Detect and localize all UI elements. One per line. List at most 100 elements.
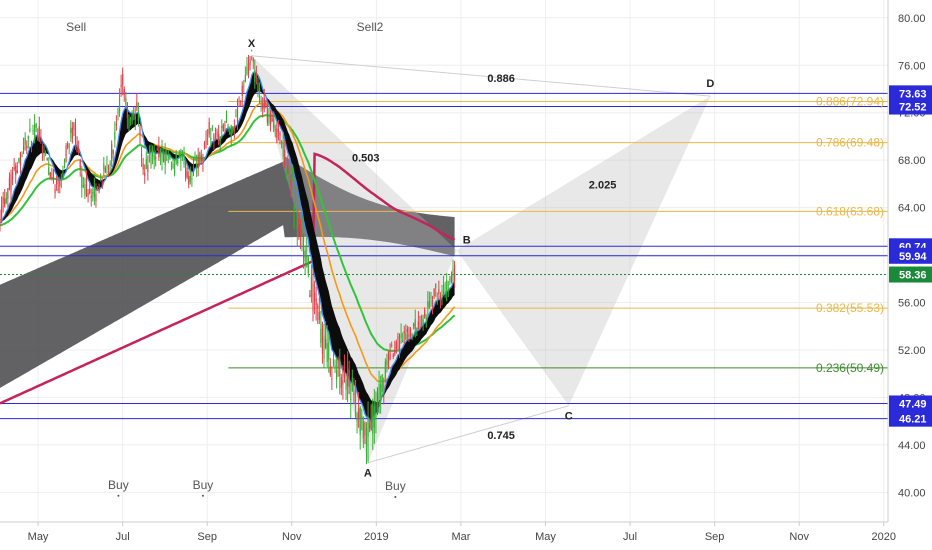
candle-body: [358, 408, 360, 419]
candle-body: [449, 279, 451, 281]
candle-body: [92, 191, 94, 194]
candle-body: [329, 366, 331, 375]
candle-body: [191, 178, 193, 180]
candle-body: [51, 173, 53, 175]
y-tick-label: 56.00: [898, 298, 926, 310]
candle-body: [383, 385, 385, 387]
candle-body: [431, 300, 434, 306]
candle-body: [441, 290, 443, 297]
signal-label: Buy: [193, 478, 214, 492]
candle-body: [2, 197, 4, 204]
candle-body: [95, 193, 97, 202]
candle-body: [18, 158, 20, 163]
candle-body: [11, 172, 14, 179]
candle-body: [274, 129, 276, 131]
candle-body: [173, 164, 176, 175]
candle-body: [162, 152, 165, 162]
price-badge: [889, 247, 932, 264]
candle-body: [117, 111, 119, 113]
candle-body: [10, 174, 12, 191]
candle-body: [67, 143, 69, 148]
candle-body: [222, 124, 224, 131]
candle-body: [301, 232, 303, 238]
candle-body: [178, 152, 180, 156]
candle-body: [144, 172, 146, 176]
candle-body: [266, 108, 268, 123]
candle-body: [0, 218, 1, 224]
candle-body: [288, 168, 291, 187]
candle-body: [243, 85, 245, 87]
candle-body: [175, 153, 177, 164]
candle-body: [279, 132, 281, 136]
ratio-label: 0.886: [487, 73, 515, 85]
candle-body: [166, 158, 168, 160]
candle-body: [41, 145, 44, 154]
candle-body: [218, 133, 220, 145]
y-tick-label: 52.00: [898, 345, 926, 357]
candle-body: [298, 212, 300, 227]
candle-body: [63, 161, 66, 164]
candle-body: [339, 359, 341, 377]
ma-55-line: [0, 114, 456, 353]
candle-body: [213, 134, 215, 142]
long-term-ma-cloud: [0, 156, 455, 388]
y-tick-label: 64.00: [898, 203, 926, 215]
candle-body: [30, 143, 33, 145]
x-tick-label: Sep: [197, 531, 217, 543]
candle-body: [422, 319, 424, 327]
candle-body: [386, 360, 388, 365]
candle-body: [348, 370, 350, 388]
candle-body: [291, 174, 294, 177]
candle-body: [277, 129, 280, 132]
candle-body: [59, 181, 61, 187]
candle-body: [111, 143, 113, 159]
candle-body: [324, 338, 327, 348]
candle-body: [26, 145, 28, 149]
signal-label: Sell2: [357, 20, 384, 34]
candle-body: [397, 336, 399, 340]
candle-body: [57, 189, 59, 191]
candle-body: [87, 192, 89, 197]
candle-body: [416, 327, 418, 331]
candle-body: [235, 115, 237, 117]
candle-body: [252, 59, 254, 62]
candle-body: [120, 84, 122, 87]
candle-body: [96, 186, 99, 191]
candle-body: [43, 152, 45, 158]
candle-body: [255, 74, 257, 78]
candle-body: [48, 167, 50, 175]
candle-body: [197, 154, 199, 169]
signal-label: Buy: [385, 479, 406, 493]
candle-body: [145, 159, 147, 170]
candle-body: [16, 170, 18, 174]
candle-body: [347, 367, 349, 386]
candle-body: [317, 306, 319, 308]
candle-body: [133, 114, 135, 117]
candle-body: [230, 125, 232, 138]
price-badge: [889, 410, 932, 427]
candle-body: [258, 87, 261, 95]
candle-body: [354, 390, 357, 412]
candle-body: [81, 174, 83, 188]
candle-body: [5, 197, 7, 203]
pattern-point-x: X: [248, 38, 256, 50]
candle-body: [161, 147, 163, 161]
pattern-point-d: D: [706, 78, 714, 90]
candle-body: [409, 328, 412, 337]
candle-body: [196, 163, 198, 167]
candle-body: [400, 333, 402, 338]
candle-body: [200, 155, 202, 162]
candle-body: [82, 185, 84, 187]
fib-level-label: 0.236(50.49): [816, 361, 884, 375]
candle-body: [236, 107, 239, 122]
ratio-label: 0.745: [487, 430, 515, 442]
candle-body: [384, 361, 386, 378]
bcd-triangle: [456, 96, 711, 406]
candle-body: [370, 405, 372, 430]
candle-body: [126, 105, 129, 119]
candle-body: [293, 204, 295, 212]
candle-body: [155, 157, 157, 160]
candle-body: [221, 126, 223, 129]
candle-body: [100, 178, 102, 180]
